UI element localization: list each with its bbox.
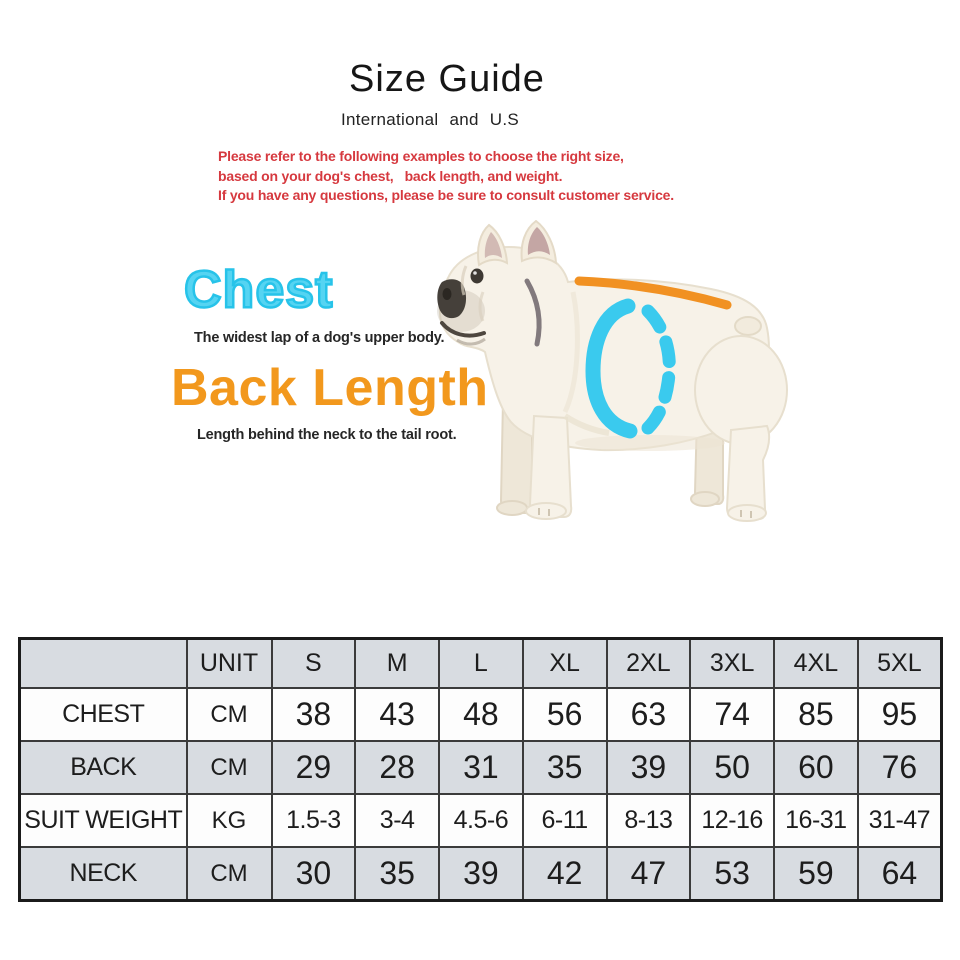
size-value: 74	[689, 687, 775, 742]
notice-line-2: based on your dog's chest, back length, …	[218, 167, 563, 184]
size-value: 35	[521, 740, 608, 795]
size-notice: Please refer to the following examples t…	[218, 147, 738, 206]
size-value: 64	[856, 846, 943, 902]
row-label: NECK	[18, 846, 188, 902]
size-value: 95	[856, 687, 943, 742]
size-row-neck: NECK CM 30 35 39 42 47 53 59 64	[18, 846, 943, 902]
size-value: 16-31	[773, 793, 859, 848]
size-value: 85	[773, 687, 859, 742]
back-length-measure-label: Back Length	[171, 359, 489, 417]
dog-nose	[437, 279, 467, 319]
size-value: 47	[605, 846, 692, 902]
size-value: 60	[773, 740, 859, 795]
size-value: 53	[689, 846, 775, 902]
dog-body-group	[437, 220, 788, 522]
chest-band-marker	[585, 298, 676, 439]
row-label: SUIT WEIGHT	[18, 793, 188, 848]
dog-mouth	[440, 321, 486, 338]
size-value: 43	[354, 687, 440, 742]
size-col-header-l: L	[438, 637, 524, 689]
row-label: BACK	[18, 740, 188, 795]
size-value: 31	[438, 740, 524, 795]
size-value: 29	[270, 740, 357, 795]
size-col-header-5xl: 5XL	[856, 637, 943, 689]
size-table-body: CHEST CM 38 43 48 56 63 74 85 95 BACK CM 29 28 31 35 39 5…	[18, 687, 943, 902]
row-unit: CM	[185, 687, 273, 742]
chest-band-dashed	[641, 304, 676, 435]
back-length-marker-line	[574, 276, 732, 310]
size-value: 3-4	[354, 793, 440, 848]
row-unit: CM	[185, 846, 273, 902]
size-value: 56	[521, 687, 608, 742]
size-value: 59	[773, 846, 859, 902]
dog-back-ear-inner	[527, 227, 550, 255]
size-col-header-2xl: 2XL	[605, 637, 692, 689]
size-col-header-s: S	[270, 637, 357, 689]
size-col-header-unit: UNIT	[185, 637, 273, 689]
size-value: 42	[521, 846, 608, 902]
size-value: 39	[438, 846, 524, 902]
dog-front-near-leg	[528, 414, 573, 518]
size-value: 6-11	[521, 793, 608, 848]
size-value: 12-16	[689, 793, 775, 848]
chest-band-solid	[585, 298, 638, 439]
size-value: 8-13	[605, 793, 692, 848]
size-col-header-xl: XL	[521, 637, 608, 689]
size-value: 63	[605, 687, 692, 742]
size-value: 1.5-3	[270, 793, 357, 848]
size-value: 50	[689, 740, 775, 795]
size-table-header-row: UNIT S M L XL 2XL 3XL 4XL 5XL	[18, 637, 943, 689]
size-value: 76	[856, 740, 943, 795]
size-value: 28	[354, 740, 440, 795]
size-row-chest: CHEST CM 38 43 48 56 63 74 85 95	[18, 687, 943, 742]
size-row-suit-weight: SUIT WEIGHT KG 1.5-3 3-4 4.5-6 6-11 8-13 12-16 1…	[18, 793, 943, 848]
notice-line-3: If you have any questions, please be sur…	[218, 187, 674, 203]
row-unit: KG	[185, 793, 273, 848]
size-col-header-empty	[18, 637, 188, 689]
row-label: CHEST	[18, 687, 188, 742]
size-value: 31-47	[856, 793, 943, 848]
notice-line-1: Please refer to the following examples t…	[218, 148, 624, 164]
size-value: 4.5-6	[438, 793, 524, 848]
size-value: 35	[354, 846, 440, 902]
size-col-header-3xl: 3XL	[689, 637, 775, 689]
dog-collar	[524, 278, 542, 347]
size-col-header-4xl: 4XL	[773, 637, 859, 689]
dog-photo-illustration	[437, 220, 788, 522]
row-unit: CM	[185, 740, 273, 795]
size-table: UNIT S M L XL 2XL 3XL 4XL 5XL CHEST CM 38 43 48 56 63 7…	[18, 637, 943, 902]
page-title: Size Guide	[349, 58, 545, 100]
size-value: 39	[605, 740, 692, 795]
chest-measure-description: The widest lap of a dog's upper body.	[194, 330, 445, 346]
dog-front-ear-inner	[484, 232, 502, 258]
size-row-back: BACK CM 29 28 31 35 39 50 60 76	[18, 740, 943, 795]
back-length-measure-description: Length behind the neck to the tail root.	[197, 427, 457, 443]
size-value: 48	[438, 687, 524, 742]
dog-eye	[470, 268, 484, 284]
size-value: 38	[270, 687, 357, 742]
dog-tail	[734, 316, 762, 336]
dog-hind-thigh	[694, 335, 788, 445]
size-col-header-m: M	[354, 637, 440, 689]
page-subtitle: International and U.S	[340, 110, 519, 129]
size-value: 30	[270, 846, 357, 902]
chest-measure-label: Chest	[183, 260, 334, 321]
